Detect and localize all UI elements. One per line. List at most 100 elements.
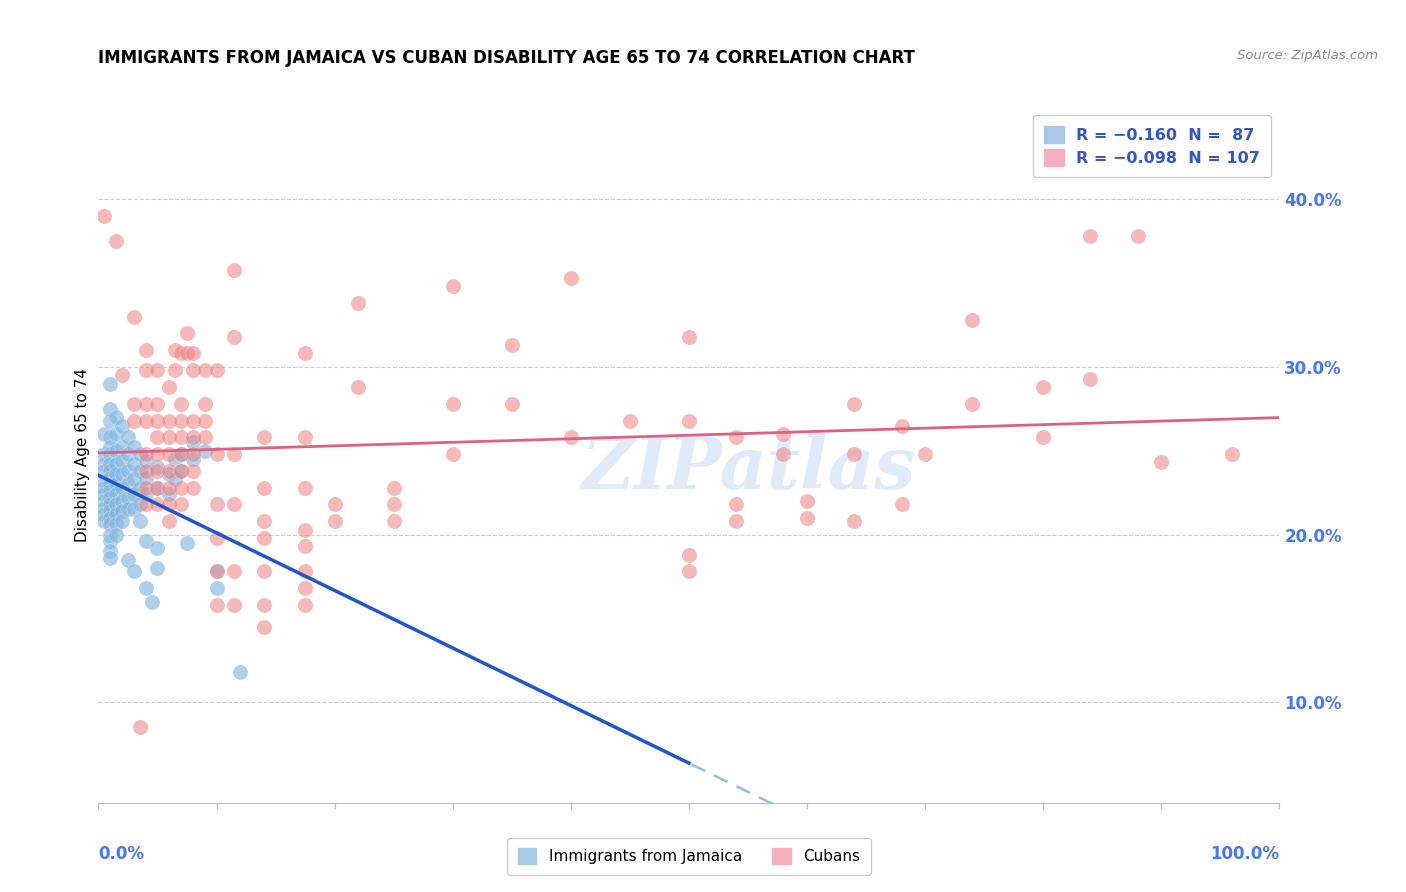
- Point: [111, 368, 134, 383]
- Point: [135, 464, 157, 478]
- Point: [98, 457, 121, 471]
- Point: [170, 447, 193, 461]
- Point: [224, 598, 246, 612]
- Point: [205, 363, 228, 377]
- Point: [224, 497, 246, 511]
- Point: [501, 397, 523, 411]
- Point: [165, 363, 187, 377]
- Point: [122, 441, 145, 455]
- Point: [165, 452, 187, 467]
- Point: [323, 514, 346, 528]
- Point: [253, 620, 276, 634]
- Point: [678, 329, 700, 343]
- Point: [170, 397, 193, 411]
- Point: [135, 487, 157, 501]
- Point: [98, 401, 121, 416]
- Point: [146, 561, 169, 575]
- Point: [105, 410, 128, 425]
- Point: [157, 467, 180, 482]
- Point: [194, 397, 217, 411]
- Point: [224, 329, 246, 343]
- Point: [678, 548, 700, 562]
- Point: [98, 483, 121, 498]
- Point: [105, 527, 128, 541]
- Point: [170, 346, 193, 360]
- Point: [165, 472, 187, 486]
- Point: [111, 504, 134, 518]
- Point: [170, 481, 193, 495]
- Point: [170, 497, 193, 511]
- Point: [98, 441, 121, 455]
- Point: [194, 430, 217, 444]
- Point: [93, 508, 115, 522]
- Point: [205, 565, 228, 579]
- Point: [105, 497, 128, 511]
- Point: [111, 514, 134, 528]
- Point: [157, 464, 180, 478]
- Point: [105, 508, 128, 522]
- Point: [181, 435, 204, 450]
- Point: [122, 502, 145, 516]
- Point: [93, 457, 115, 471]
- Point: [111, 441, 134, 455]
- Point: [1032, 430, 1054, 444]
- Point: [98, 510, 121, 524]
- Point: [194, 363, 217, 377]
- Point: [294, 598, 316, 612]
- Point: [111, 454, 134, 468]
- Point: [128, 497, 150, 511]
- Point: [105, 477, 128, 491]
- Point: [122, 487, 145, 501]
- Point: [772, 447, 794, 461]
- Point: [725, 430, 748, 444]
- Point: [253, 531, 276, 545]
- Point: [128, 447, 150, 461]
- Text: 0.0%: 0.0%: [98, 845, 145, 863]
- Point: [146, 447, 169, 461]
- Point: [844, 514, 866, 528]
- Point: [98, 430, 121, 444]
- Point: [111, 481, 134, 495]
- Text: Source: ZipAtlas.com: Source: ZipAtlas.com: [1237, 49, 1378, 62]
- Point: [253, 430, 276, 444]
- Point: [93, 209, 115, 223]
- Point: [441, 279, 464, 293]
- Point: [347, 380, 370, 394]
- Legend: Immigrants from Jamaica, Cubans: Immigrants from Jamaica, Cubans: [508, 838, 870, 875]
- Point: [98, 464, 121, 478]
- Point: [98, 497, 121, 511]
- Point: [122, 397, 145, 411]
- Point: [890, 418, 912, 433]
- Point: [560, 271, 582, 285]
- Point: [98, 527, 121, 541]
- Point: [122, 413, 145, 427]
- Point: [135, 447, 157, 461]
- Point: [157, 514, 180, 528]
- Point: [135, 343, 157, 358]
- Point: [914, 447, 936, 461]
- Point: [146, 430, 169, 444]
- Point: [135, 363, 157, 377]
- Point: [294, 581, 316, 595]
- Point: [111, 494, 134, 508]
- Point: [128, 481, 150, 495]
- Point: [229, 665, 252, 679]
- Point: [98, 413, 121, 427]
- Point: [962, 397, 984, 411]
- Point: [205, 497, 228, 511]
- Point: [98, 551, 121, 566]
- Point: [105, 443, 128, 458]
- Point: [146, 413, 169, 427]
- Point: [205, 598, 228, 612]
- Point: [111, 467, 134, 482]
- Point: [294, 565, 316, 579]
- Point: [170, 464, 193, 478]
- Point: [93, 464, 115, 478]
- Point: [1126, 229, 1149, 244]
- Point: [194, 413, 217, 427]
- Point: [678, 565, 700, 579]
- Point: [796, 494, 818, 508]
- Point: [181, 464, 204, 478]
- Point: [157, 487, 180, 501]
- Point: [146, 460, 169, 475]
